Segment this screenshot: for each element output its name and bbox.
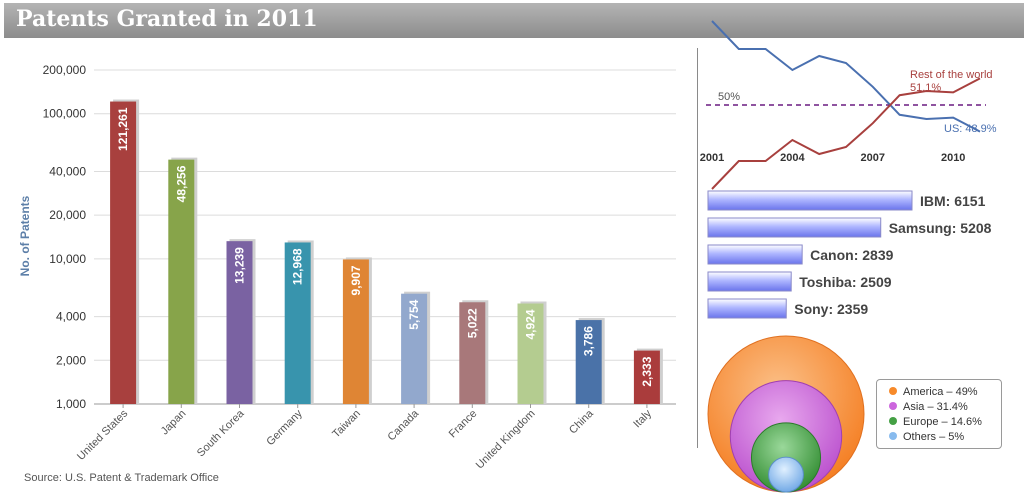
line-rest-of-the-world xyxy=(711,77,981,190)
x-tick-label: 2007 xyxy=(861,152,885,164)
annotation-rest-value: 51.1% xyxy=(910,82,941,94)
x-tick-label: Germany xyxy=(264,407,305,448)
bar-china xyxy=(575,320,602,404)
x-tick-label: 2004 xyxy=(780,152,805,164)
divider xyxy=(697,48,698,448)
bar-italy xyxy=(633,350,660,404)
legend-swatch-america xyxy=(889,387,897,396)
value-label: 3,786 xyxy=(582,326,596,356)
y-tick-label: 4,000 xyxy=(56,310,86,324)
x-tick-label: Japan xyxy=(159,408,189,438)
page-title: Patents Granted in 2011 xyxy=(16,6,318,32)
value-label: 2,333 xyxy=(640,356,654,386)
bar-chart: 1,000 2,000 4,000 10,000 20,000 40,000 100,000… xyxy=(43,63,676,471)
x-tick-label: France xyxy=(447,408,480,441)
legend-swatch-europe xyxy=(889,417,897,426)
company-bar-toshiba xyxy=(707,271,792,292)
x-tick-label: South Korea xyxy=(195,407,247,459)
annotation-us: US: 48.9% xyxy=(944,123,997,135)
company-label-canon: Canon: 2839 xyxy=(810,247,893,263)
legend-item-america: America – 49% xyxy=(889,385,978,399)
legend-item-others: Others – 5% xyxy=(889,430,964,444)
header-bar: Patents Granted in 2011 xyxy=(4,3,1024,38)
company-label-sony: Sony: 2359 xyxy=(794,301,868,317)
source-note: Source: U.S. Patent & Trademark Office xyxy=(24,472,219,484)
y-tick-label: 1,000 xyxy=(56,397,86,411)
legend-label-others: Others – 5% xyxy=(903,431,965,443)
legend: America – 49% Asia – 31.4% Europe – 14.6… xyxy=(876,379,1002,449)
x-tick-label: Taiwan xyxy=(330,408,363,441)
value-label: 9,907 xyxy=(349,265,363,295)
company-bar-ibm xyxy=(707,190,913,211)
legend-label-europe: Europe – 14.6% xyxy=(903,416,982,428)
value-label: 5,754 xyxy=(407,299,421,329)
value-label: 13,239 xyxy=(233,247,247,284)
line-chart: 50% 2001 2004 2007 2010 Rest of the world51.1… xyxy=(700,20,997,190)
bar-south-korea xyxy=(226,241,253,404)
value-label: 48,256 xyxy=(174,165,188,202)
company-bar-sony xyxy=(707,298,787,319)
legend-swatch-asia xyxy=(889,402,897,411)
bar-japan xyxy=(168,159,195,404)
y-tick-label: 100,000 xyxy=(43,107,87,121)
company-bar-samsung xyxy=(707,217,882,238)
legend-swatch-others xyxy=(889,432,897,441)
x-tick-label: China xyxy=(567,407,596,436)
company-label-ibm: IBM: 6151 xyxy=(920,193,986,209)
value-label: 121,261 xyxy=(116,107,130,151)
company-bar-chart: IBM: 6151 Samsung: 5208 Canon: 2839 Toshiba… xyxy=(707,190,992,319)
x-tick-label: Italy xyxy=(631,407,654,430)
x-tick-label: 2001 xyxy=(700,152,724,164)
bar-canada xyxy=(401,293,428,404)
bar-united-kingdom xyxy=(517,303,544,404)
value-label: 4,924 xyxy=(524,309,538,339)
x-tick-label: 2010 xyxy=(941,152,965,164)
region-circles-chart xyxy=(707,335,865,493)
company-label-toshiba: Toshiba: 2509 xyxy=(799,274,892,290)
legend-item-asia: Asia – 31.4% xyxy=(889,400,968,414)
y-tick-label: 2,000 xyxy=(56,353,86,367)
bar-germany xyxy=(284,242,311,404)
bar-united-states xyxy=(110,101,137,404)
bar-france xyxy=(459,302,486,404)
value-label: 5,022 xyxy=(465,308,479,338)
y-tick-label: 20,000 xyxy=(49,208,86,222)
y-tick-label: 200,000 xyxy=(43,63,87,77)
annotation-rest-label: Rest of the world xyxy=(910,69,993,81)
x-tick-label: United Kingdom xyxy=(474,408,538,472)
legend-label-asia: Asia – 31.4% xyxy=(903,401,968,413)
company-bar-canon xyxy=(707,244,803,265)
legend-label-america: America – 49% xyxy=(903,386,978,398)
value-label: 12,968 xyxy=(291,248,305,285)
line-us xyxy=(711,20,981,133)
x-tick-label: Canada xyxy=(385,407,421,443)
reference-label: 50% xyxy=(718,91,740,103)
x-tick-label: United States xyxy=(75,407,131,463)
bar-taiwan xyxy=(342,259,369,404)
y-tick-label: 40,000 xyxy=(49,164,86,178)
y-tick-label: 10,000 xyxy=(49,252,86,266)
company-label-samsung: Samsung: 5208 xyxy=(889,220,992,236)
circle-others xyxy=(768,456,804,493)
legend-item-europe: Europe – 14.6% xyxy=(889,415,982,429)
y-axis-label: No. of Patents xyxy=(18,195,32,276)
